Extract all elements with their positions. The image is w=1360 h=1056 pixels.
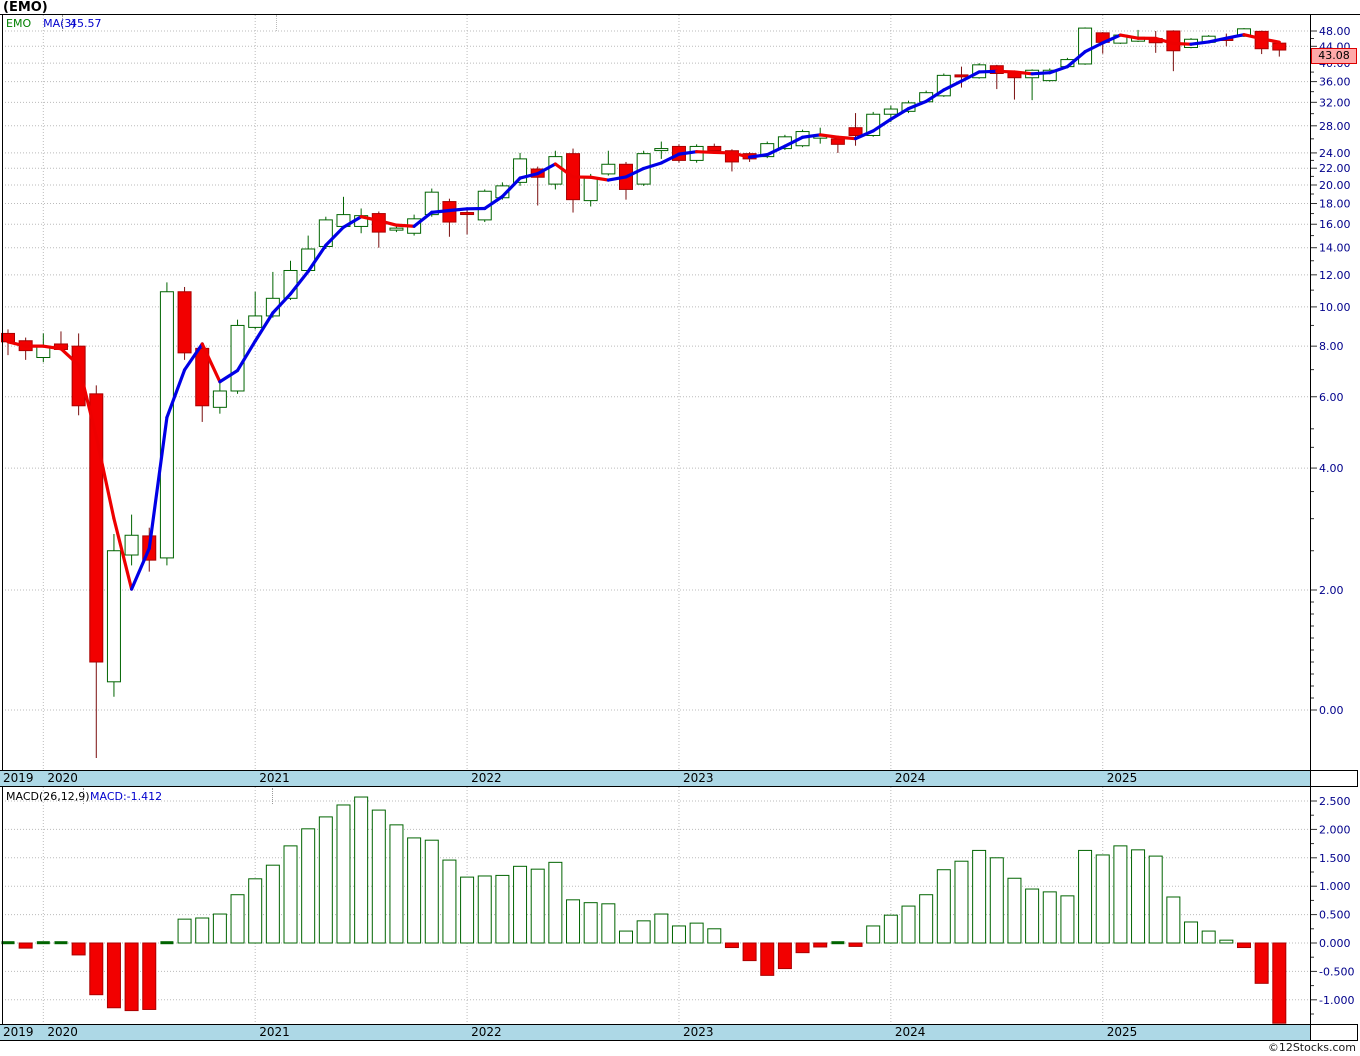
macd-value: MACD:-1.412	[90, 790, 163, 803]
svg-text:-1.000: -1.000	[1319, 994, 1354, 1007]
legend-ma-value-cell: 45.57	[63, 15, 277, 31]
macd-value-cell: MACD:-1.412	[84, 788, 273, 804]
macd-label-cell: MACD(26,12,9)	[2, 788, 90, 804]
year-label: 2023	[682, 771, 714, 785]
year-label: 2023	[682, 1025, 714, 1039]
svg-text:36.00: 36.00	[1319, 76, 1351, 89]
year-label: 2024	[894, 1025, 926, 1039]
svg-text:1.000: 1.000	[1319, 880, 1351, 893]
year-label: 2020	[47, 1025, 78, 1039]
legend-symbol-cell: EMO MA(3)	[2, 15, 76, 31]
last-price-badge: 43.08	[1311, 48, 1357, 64]
x-axis-years-upper: 2019 2020 2021 2022 2023 2024 2025	[0, 770, 1311, 787]
year-label: 2025	[1106, 1025, 1138, 1039]
axis-corner-box-lower	[1310, 1024, 1358, 1041]
svg-text:48.00: 48.00	[1319, 25, 1351, 38]
year-label: 2019	[3, 1025, 34, 1039]
year-label: 2024	[894, 771, 926, 785]
year-label: 2020	[47, 771, 78, 785]
year-label: 2019	[3, 771, 34, 785]
svg-text:1.500: 1.500	[1319, 852, 1351, 865]
year-label: 2021	[259, 1025, 290, 1039]
svg-text:20.00: 20.00	[1319, 179, 1351, 192]
svg-text:32.00: 32.00	[1319, 96, 1351, 109]
year-label: 2022	[471, 771, 502, 785]
svg-text:0.000: 0.000	[1319, 937, 1351, 950]
svg-text:0.500: 0.500	[1319, 909, 1351, 922]
macd-label: MACD(26,12,9)	[6, 790, 90, 803]
macd-legend: MACD(26,12,9) MACD:-1.412	[2, 788, 273, 804]
ma-label: MA(3)	[43, 17, 76, 30]
svg-text:14.00: 14.00	[1319, 242, 1351, 255]
watermark-credit[interactable]: ©12Stocks.com	[1267, 1041, 1356, 1054]
svg-text:18.00: 18.00	[1319, 198, 1351, 211]
svg-text:6.00: 6.00	[1319, 391, 1344, 404]
svg-text:24.00: 24.00	[1319, 147, 1351, 160]
svg-text:22.00: 22.00	[1319, 162, 1351, 175]
svg-text:2.500: 2.500	[1319, 795, 1351, 808]
svg-text:8.00: 8.00	[1319, 340, 1344, 353]
svg-text:28.00: 28.00	[1319, 120, 1351, 133]
symbol-label: EMO	[6, 17, 32, 30]
axis-corner-box-upper	[1310, 770, 1358, 787]
year-label: 2021	[259, 771, 290, 785]
main-chart-legend: EMO MA(3) 45.57	[2, 15, 277, 31]
svg-text:-0.500: -0.500	[1319, 965, 1354, 978]
year-label: 2022	[471, 1025, 502, 1039]
svg-text:4.00: 4.00	[1319, 462, 1344, 475]
svg-text:16.00: 16.00	[1319, 218, 1351, 231]
svg-text:2.00: 2.00	[1319, 584, 1344, 597]
footer-strip: ©12Stocks.com	[0, 1041, 1360, 1056]
svg-text:12.00: 12.00	[1319, 269, 1351, 282]
page-title: (EMO)	[3, 0, 48, 15]
svg-text:10.00: 10.00	[1319, 301, 1351, 314]
x-axis-years-lower: 2019 2020 2021 2022 2023 2024 2025	[0, 1024, 1311, 1041]
svg-text:2.000: 2.000	[1319, 823, 1351, 836]
ma-value: 45.57	[70, 17, 102, 30]
year-label: 2025	[1106, 771, 1138, 785]
svg-text:0.00: 0.00	[1319, 704, 1344, 717]
